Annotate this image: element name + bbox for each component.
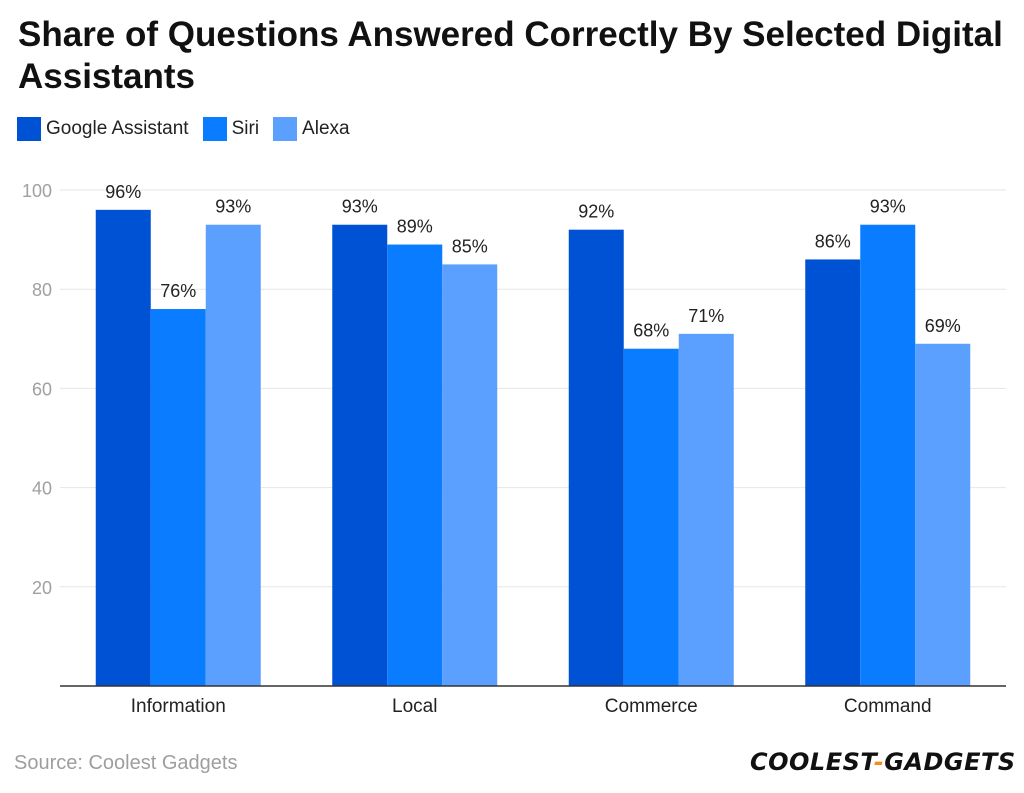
bar-command-alexa — [915, 343, 971, 686]
bar-commerce-siri — [623, 348, 679, 686]
legend-label-siri: Siri — [231, 118, 260, 139]
logo-dash: - — [873, 748, 885, 776]
y-tick-label-80: 80 — [32, 280, 52, 300]
data-label-local-google-assistant: 93% — [342, 197, 378, 217]
logo-text-right: GADGETS — [884, 748, 1016, 776]
data-label-command-alexa: 69% — [925, 316, 961, 336]
data-label-command-siri: 93% — [870, 197, 906, 217]
source-note: Source: Coolest Gadgets — [14, 752, 238, 774]
y-tick-label-20: 20 — [32, 578, 52, 598]
bar-local-siri — [387, 244, 443, 686]
data-label-commerce-siri: 68% — [633, 321, 669, 341]
legend: Google Assistant Siri Alexa — [17, 117, 364, 141]
data-label-information-siri: 76% — [160, 281, 196, 301]
data-label-command-google-assistant: 86% — [815, 231, 851, 251]
x-tick-label-commerce: Commerce — [605, 696, 698, 717]
y-tick-label-40: 40 — [32, 479, 52, 499]
data-label-commerce-google-assistant: 92% — [578, 202, 614, 222]
bar-command-google-assistant — [805, 259, 861, 686]
y-tick-label-60: 60 — [32, 379, 52, 399]
bar-commerce-google-assistant — [568, 229, 624, 686]
y-tick-label-100: 100 — [22, 181, 52, 201]
x-tick-label-local: Local — [392, 696, 437, 717]
logo-text-left: COOLEST — [750, 748, 874, 776]
bar-command-siri — [860, 224, 916, 686]
x-tick-label-information: Information — [131, 696, 226, 717]
bar-local-alexa — [442, 264, 498, 686]
legend-item-alexa: Alexa — [273, 117, 350, 141]
bar-information-alexa — [205, 224, 261, 686]
brand-logo: COOLEST-GADGETS — [750, 748, 1016, 776]
data-label-information-google-assistant: 96% — [105, 182, 141, 202]
bar-information-siri — [150, 309, 206, 686]
legend-item-google-assistant: Google Assistant — [17, 117, 189, 141]
legend-swatch-alexa — [273, 117, 298, 141]
legend-swatch-siri — [202, 117, 227, 141]
bar-local-google-assistant — [332, 224, 388, 686]
x-tick-label-command: Command — [844, 696, 932, 717]
data-label-information-alexa: 93% — [215, 197, 251, 217]
data-label-local-alexa: 85% — [452, 236, 488, 256]
chart-title: Share of Questions Answered Correctly By… — [18, 15, 1003, 96]
legend-label-alexa: Alexa — [302, 118, 350, 139]
bar-information-google-assistant — [95, 209, 151, 686]
data-label-commerce-alexa: 71% — [688, 306, 724, 326]
legend-item-siri: Siri — [202, 117, 260, 141]
data-label-local-siri: 89% — [397, 217, 433, 237]
bar-commerce-alexa — [678, 333, 734, 686]
legend-label-google-assistant: Google Assistant — [46, 118, 189, 139]
legend-swatch-google-assistant — [17, 117, 41, 141]
